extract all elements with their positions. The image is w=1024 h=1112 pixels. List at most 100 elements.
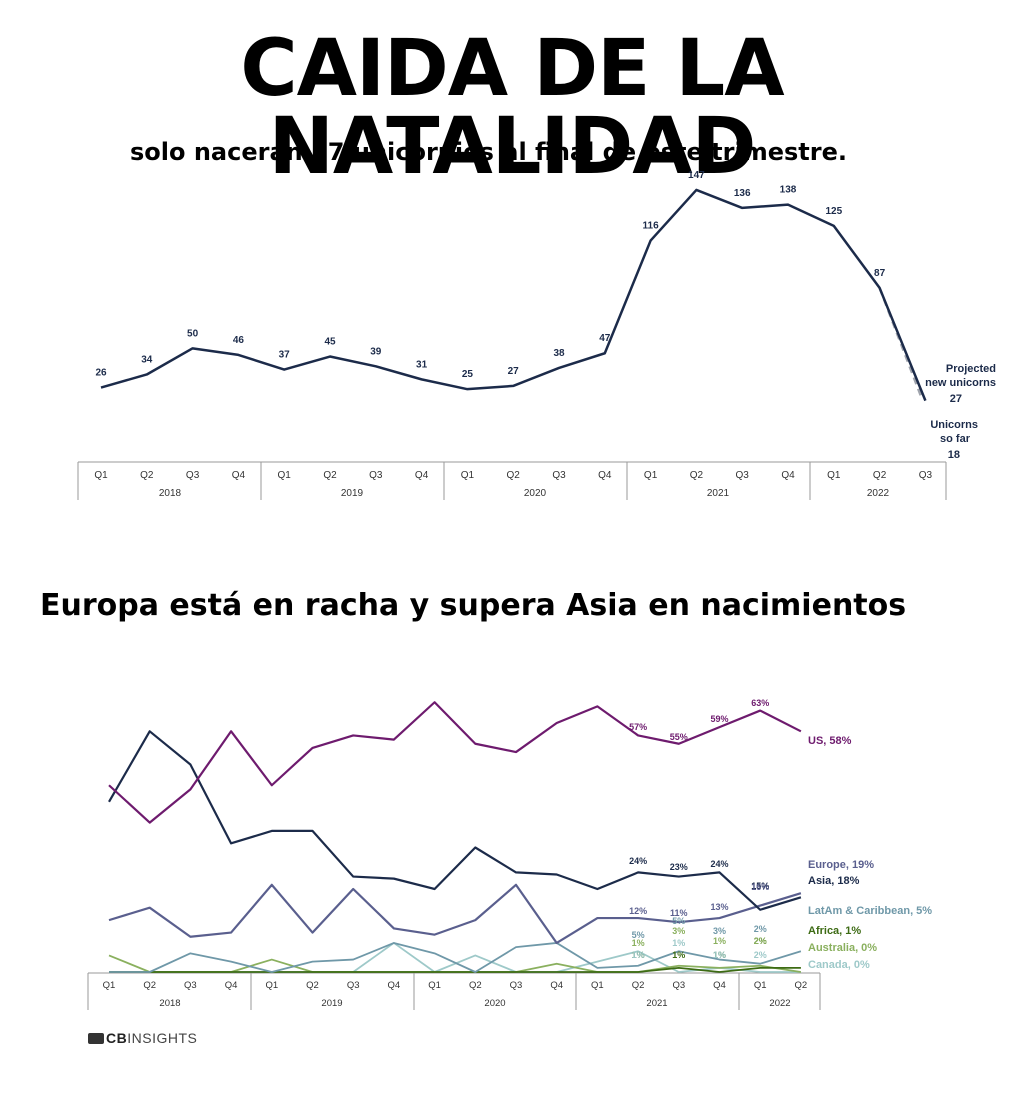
point-label: 1% <box>632 938 645 948</box>
point-label: 59% <box>710 714 728 724</box>
series-line-europe <box>108 883 802 945</box>
series-line-asia <box>108 730 802 911</box>
year-label: 2019 <box>321 998 342 1009</box>
quarter-tick-label: Q2 <box>795 980 808 991</box>
data-label: 50 <box>187 328 199 339</box>
quarter-tick-label: Q3 <box>369 470 383 481</box>
data-label: 47 <box>599 333 611 344</box>
data-label: 25 <box>462 369 474 380</box>
data-label: 46 <box>233 335 245 346</box>
data-label: 37 <box>279 350 291 361</box>
point-label: 1% <box>713 950 726 960</box>
so-far-label-line1: Unicorns <box>930 419 978 431</box>
data-label: 26 <box>95 368 107 379</box>
quarter-tick-label: Q4 <box>225 980 238 991</box>
end-label-australia: Australia, 0% <box>808 942 877 954</box>
quarter-tick-label: Q2 <box>143 980 156 991</box>
quarter-tick-label: Q4 <box>598 470 612 481</box>
quarter-tick-label: Q3 <box>347 980 360 991</box>
projected-value: 27 <box>950 393 962 405</box>
year-label: 2019 <box>341 488 364 499</box>
point-label: 55% <box>670 732 688 742</box>
year-label: 2020 <box>524 488 547 499</box>
point-label: 12% <box>629 906 647 916</box>
quarter-tick-label: Q1 <box>278 470 292 481</box>
series-line-africa <box>109 966 801 973</box>
series-line-latam-caribbean <box>109 942 802 973</box>
data-label: 138 <box>780 185 797 196</box>
point-label: 11% <box>670 908 688 918</box>
quarter-tick-label: Q3 <box>736 470 750 481</box>
quarter-tick-label: Q4 <box>415 470 429 481</box>
end-label-latam-caribbean: LatAm & Caribbean, 5% <box>808 905 932 917</box>
point-label: 1% <box>672 950 685 960</box>
point-label: 5% <box>672 916 685 926</box>
quarter-tick-label: Q1 <box>644 470 658 481</box>
point-label: 2% <box>754 936 767 946</box>
cb-logo-mark-icon <box>88 1033 104 1044</box>
point-label: 24% <box>710 859 728 869</box>
point-label: 1% <box>632 950 645 960</box>
year-label: 2018 <box>159 488 182 499</box>
year-label: 2018 <box>159 998 180 1009</box>
data-label: 27 <box>508 366 520 377</box>
logo-name: INSIGHTS <box>127 1030 198 1046</box>
year-label: 2022 <box>867 488 890 499</box>
so-far-label-line2: so far <box>940 433 971 445</box>
quarter-tick-label: Q2 <box>690 470 704 481</box>
projected-label-line1: Projected <box>946 363 996 375</box>
quarter-tick-label: Q1 <box>461 470 475 481</box>
point-label: 13% <box>710 902 728 912</box>
data-label: 31 <box>416 359 428 370</box>
quarter-tick-label: Q1 <box>94 470 108 481</box>
point-label: 3% <box>713 926 726 936</box>
data-label: 87 <box>874 268 886 279</box>
point-label: 63% <box>751 698 769 708</box>
quarter-tick-label: Q1 <box>103 980 116 991</box>
quarter-tick-label: Q3 <box>672 980 685 991</box>
quarter-tick-label: Q2 <box>873 470 887 481</box>
year-label: 2021 <box>646 998 667 1009</box>
point-label: 15% <box>751 881 769 891</box>
year-label: 2021 <box>707 488 730 499</box>
unicorns-series-line <box>100 188 927 402</box>
data-label: 125 <box>825 206 842 217</box>
data-label: 116 <box>643 221 660 232</box>
quarter-tick-label: Q4 <box>781 470 795 481</box>
point-label: 1% <box>632 950 645 960</box>
quarter-tick-label: Q2 <box>507 470 521 481</box>
subtitle: solo nacerán 27 unicornios al final de e… <box>130 138 847 166</box>
series-line-us <box>108 701 802 824</box>
data-label: 136 <box>734 188 751 199</box>
quarter-tick-label: Q2 <box>140 470 154 481</box>
cb-insights-logo: CBINSIGHTS <box>88 1030 197 1046</box>
quarter-tick-label: Q2 <box>323 470 337 481</box>
point-label: 16% <box>751 882 769 892</box>
point-label: 1% <box>713 950 726 960</box>
point-label: 1% <box>713 936 726 946</box>
point-label: 23% <box>670 862 688 872</box>
point-label: 3% <box>672 926 685 936</box>
data-label: 147 <box>688 170 705 181</box>
end-label-asia: Asia, 18% <box>808 875 860 887</box>
logo-prefix: CB <box>106 1030 128 1046</box>
quarter-tick-label: Q4 <box>388 980 401 991</box>
data-label: 39 <box>370 346 382 357</box>
end-label-europe: Europe, 19% <box>808 859 874 871</box>
unicorns-line-chart: Q1 Q2 Q3 Q4 Q1 Q2 Q3 Q4 Q1 Q2 Q3 Q4 Q1 Q2 Q3 Q4 Q1 Q2 Q3 20… <box>77 170 996 500</box>
year-label: 2022 <box>769 998 790 1009</box>
quarter-tick-label: Q3 <box>919 470 933 481</box>
quarter-tick-label: Q1 <box>591 980 604 991</box>
data-label: 34 <box>141 354 153 365</box>
quarter-tick-label: Q3 <box>510 980 523 991</box>
end-label-canada: Canada, 0% <box>808 959 870 971</box>
quarter-tick-label: Q1 <box>265 980 278 991</box>
point-label: 24% <box>629 856 647 866</box>
quarter-tick-label: Q1 <box>754 980 767 991</box>
end-label-africa: Africa, 1% <box>808 925 861 937</box>
quarter-tick-label: Q2 <box>469 980 482 991</box>
point-label: 2% <box>754 924 767 934</box>
projected-dashed-line <box>878 287 924 401</box>
so-far-value: 18 <box>948 449 960 461</box>
